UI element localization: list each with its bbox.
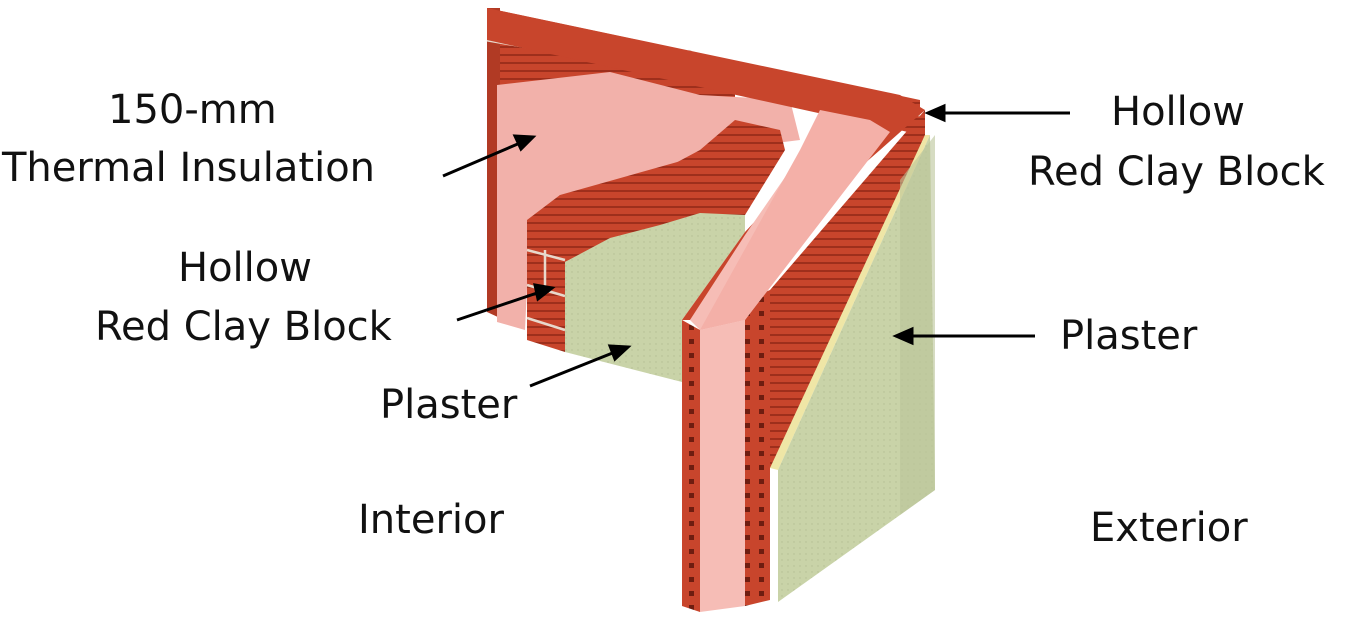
exterior-label: Exterior: [1090, 505, 1248, 551]
exterior-plaster-shade: [900, 135, 935, 515]
right-inner-brick-column: [682, 320, 700, 612]
exterior-plaster-edge: [770, 135, 930, 470]
annotation-arrows: [442, 103, 1070, 388]
right-block-label-line1: Hollow: [1111, 89, 1245, 135]
left-plaster-label: Plaster: [380, 382, 518, 428]
back-brick-wall-lower: [487, 8, 500, 318]
top-outer-brick-cap: [487, 8, 925, 320]
right-outer-brick-face: [770, 110, 925, 468]
left-interior-plaster: [565, 213, 745, 382]
insulation-label-line2: Thermal Insulation: [2, 145, 376, 191]
right-insulation-column: [700, 320, 745, 612]
exterior-plaster: [778, 135, 935, 602]
interior-label: Interior: [358, 497, 504, 543]
insulation-label-line1: 150-mm: [108, 87, 277, 133]
left-block-label-line1: Hollow: [178, 245, 312, 291]
left-block-label-line2: Red Clay Block: [95, 304, 392, 350]
right-outer-brick-column: [745, 290, 770, 606]
insulation-top-cap: [700, 110, 890, 330]
right-plaster-label: Plaster: [1060, 313, 1198, 359]
right-block-label-line2: Red Clay Block: [1028, 149, 1325, 195]
